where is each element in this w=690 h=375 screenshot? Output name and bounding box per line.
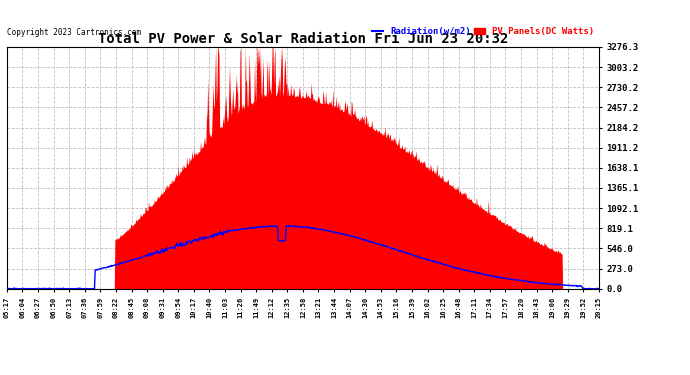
Title: Total PV Power & Solar Radiation Fri Jun 23 20:32: Total PV Power & Solar Radiation Fri Jun… (98, 32, 508, 46)
Legend: Radiation(w/m2), PV Panels(DC Watts): Radiation(w/m2), PV Panels(DC Watts) (372, 27, 594, 36)
Text: Copyright 2023 Cartronics.com: Copyright 2023 Cartronics.com (7, 28, 141, 37)
